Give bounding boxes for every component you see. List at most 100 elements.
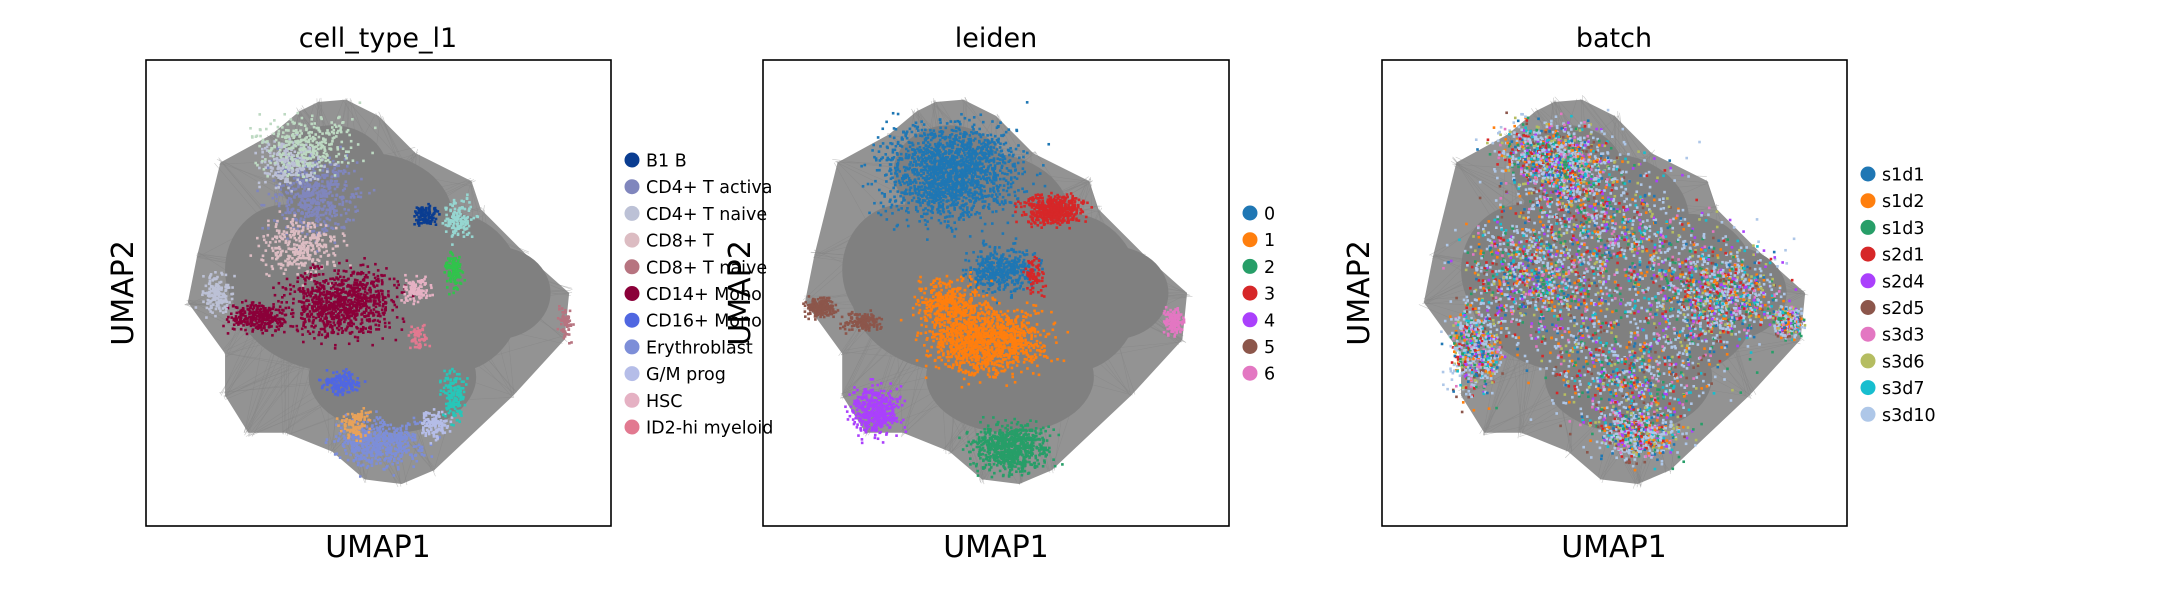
cell-point bbox=[443, 420, 447, 423]
cell-point bbox=[383, 468, 386, 471]
cell-point bbox=[306, 227, 310, 230]
cell-point bbox=[282, 184, 285, 187]
cell-point bbox=[384, 429, 388, 433]
cell-point bbox=[412, 302, 416, 306]
cell-point bbox=[270, 169, 273, 173]
cell-point bbox=[447, 266, 451, 270]
cell-point bbox=[331, 227, 335, 230]
cell-point bbox=[287, 211, 291, 215]
cell-point bbox=[357, 449, 361, 452]
cell-point bbox=[360, 443, 364, 446]
cell-point bbox=[335, 376, 339, 380]
cell-point bbox=[276, 134, 280, 138]
cell-point bbox=[560, 329, 563, 332]
cell-point bbox=[315, 184, 318, 188]
cell-point bbox=[333, 123, 337, 127]
cell-point bbox=[215, 304, 219, 308]
cell-point bbox=[370, 464, 374, 467]
cell-point bbox=[272, 303, 275, 306]
cell-point bbox=[300, 132, 304, 135]
legend-item: CD4+ T naive bbox=[624, 205, 767, 225]
cell-point bbox=[383, 423, 387, 426]
legend-label: CD4+ T activa bbox=[646, 178, 772, 198]
cell-point bbox=[292, 297, 295, 301]
cell-point bbox=[422, 412, 426, 415]
cell-point bbox=[230, 297, 234, 301]
cell-point bbox=[326, 129, 329, 132]
cell-point bbox=[362, 277, 366, 281]
cell-point bbox=[285, 164, 289, 167]
cell-point bbox=[295, 162, 299, 165]
cell-point bbox=[425, 219, 429, 222]
cell-point bbox=[321, 286, 325, 289]
cell-point bbox=[383, 442, 387, 446]
cell-point bbox=[226, 332, 230, 335]
cell-point bbox=[379, 430, 383, 434]
cell-point bbox=[455, 266, 458, 270]
cell-point bbox=[374, 434, 378, 438]
cell-point bbox=[337, 315, 341, 318]
cell-point bbox=[261, 318, 264, 322]
cell-point bbox=[276, 125, 280, 129]
cell-point bbox=[351, 159, 355, 163]
cell-point bbox=[297, 203, 301, 206]
cell-point bbox=[316, 195, 320, 199]
cell-point bbox=[309, 171, 313, 175]
cell-point bbox=[329, 277, 332, 281]
cell-point bbox=[295, 243, 299, 247]
cell-point bbox=[278, 174, 281, 177]
cell-point bbox=[347, 321, 351, 325]
cell-point bbox=[376, 274, 380, 278]
cell-point bbox=[453, 265, 457, 269]
cell-point bbox=[235, 321, 238, 325]
cell-point bbox=[327, 192, 331, 195]
cell-point bbox=[330, 377, 334, 381]
cell-point bbox=[342, 239, 346, 243]
cell-point bbox=[342, 369, 345, 373]
cell-point bbox=[400, 431, 404, 435]
cell-point bbox=[324, 293, 328, 297]
cell-point bbox=[309, 226, 313, 229]
cell-point bbox=[365, 305, 369, 308]
cell-point bbox=[266, 233, 270, 237]
cell-point bbox=[466, 222, 469, 225]
cell-point bbox=[335, 125, 338, 129]
cell-point bbox=[321, 173, 325, 177]
cell-point bbox=[241, 314, 245, 317]
cell-point bbox=[1017, 144, 1020, 147]
cell-point bbox=[208, 307, 211, 311]
cell-point bbox=[338, 389, 341, 392]
cell-point bbox=[289, 118, 293, 121]
cell-point bbox=[377, 324, 381, 327]
cell-point bbox=[448, 263, 451, 267]
cell-point bbox=[325, 317, 328, 320]
cell-point bbox=[430, 424, 433, 428]
cell-point bbox=[431, 293, 434, 297]
cell-point bbox=[461, 220, 465, 223]
cell-point bbox=[324, 159, 328, 163]
cell-point bbox=[562, 336, 566, 340]
cell-point bbox=[446, 263, 450, 267]
cell-point bbox=[281, 264, 285, 267]
cell-point bbox=[424, 282, 427, 285]
cell-point bbox=[413, 286, 417, 289]
cell-point bbox=[320, 188, 324, 192]
cell-point bbox=[329, 210, 332, 213]
cell-point bbox=[373, 276, 377, 280]
cell-point bbox=[466, 193, 469, 196]
cell-point bbox=[308, 253, 312, 257]
cell-point bbox=[372, 440, 375, 444]
cell-point bbox=[354, 318, 358, 321]
cell-point bbox=[258, 317, 261, 321]
cell-point bbox=[333, 278, 336, 282]
cell-point bbox=[342, 434, 346, 438]
cell-point bbox=[312, 213, 315, 217]
cell-point bbox=[431, 417, 434, 421]
cell-point bbox=[322, 293, 326, 297]
cell-point bbox=[433, 206, 437, 210]
cell-point bbox=[308, 130, 312, 134]
cell-point bbox=[217, 287, 221, 291]
cell-point bbox=[432, 408, 436, 411]
cell-point bbox=[465, 233, 469, 236]
cell-point bbox=[370, 454, 374, 458]
